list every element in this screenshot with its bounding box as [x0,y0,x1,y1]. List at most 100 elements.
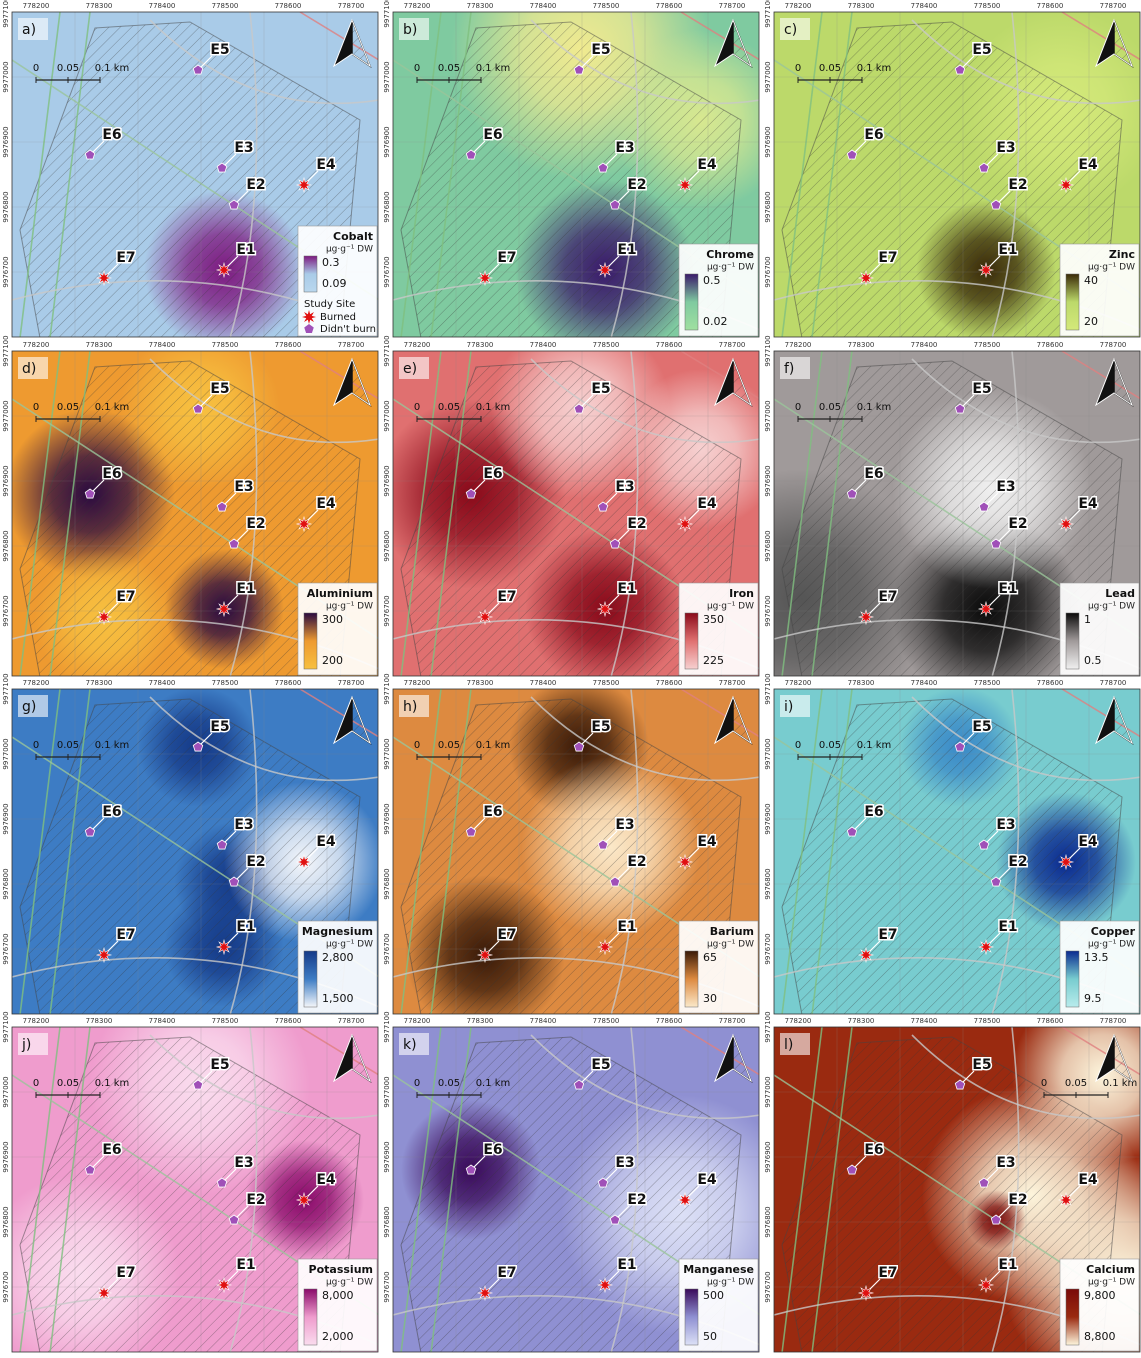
x-tick-label: 778700 [719,679,746,687]
legend-min: 0.09 [322,277,347,290]
y-tick-label: 9976800 [2,868,10,899]
legend-max: 1 [1084,613,1091,626]
panel-letter-box [780,695,810,717]
road [610,689,639,1014]
y-tick-label: 9976700 [764,933,772,964]
study-area-hatch [400,1036,742,1352]
site-label: E5 [591,381,610,397]
scale-label: 0.1 km [476,1078,511,1089]
site-legend-unburned: Didn't burn [320,324,376,335]
legend-unit: µg·g⁻¹ DW [1088,1278,1135,1288]
road [811,12,853,337]
unburned-site-marker [846,826,858,837]
map-panel: 778200 778300 778400 778500 778600 778700 9976… [764,673,1141,1015]
burned-site-marker [977,938,995,956]
road [430,1027,472,1352]
unburned-site-marker [228,538,240,549]
scale-label: 0.1 km [95,1078,130,1089]
site-label: E3 [996,140,1015,156]
scale-label: 0.1 km [95,740,130,751]
x-tick-label: 778600 [1037,679,1064,687]
site-label: E5 [972,42,991,58]
site-label: E6 [102,127,121,143]
study-area-hatch [19,698,361,1014]
legend-unit: µg·g⁻¹ DW [707,602,754,612]
x-tick-label: 778200 [404,341,431,349]
map-panel: 778200 778300 778400 778500 778600 778700 9976… [2,673,379,1015]
legend-max: 13.5 [1084,951,1109,964]
site-label: E6 [102,466,121,482]
map-panel: 778200 778300 778400 778500 778600 778700 9976… [764,335,1141,677]
panel-letter: f) [784,361,794,377]
y-tick-label: 9976700 [383,256,391,287]
site-label: E4 [697,496,717,512]
road [149,19,378,105]
road [781,351,823,676]
map-panel: 778200 778300 778400 778500 778600 778700 9976… [2,335,379,677]
panel-letter: b) [403,22,417,38]
map-panel: 778200 778300 778400 778500 778600 778700 9976… [383,335,760,677]
burned-site-marker [596,1276,614,1294]
unburned-site-marker [978,501,990,512]
y-tick-label: 9977000 [2,61,10,92]
scale-label: 0 [795,740,801,751]
unburned-site-marker [228,876,240,887]
site-label: E1 [236,242,255,258]
north-arrow-edge [713,18,753,68]
road [781,689,823,1014]
road [610,12,639,337]
legend-max: 40 [1084,274,1098,287]
legend-ramp [684,612,699,670]
road [229,1027,258,1352]
unburned-site-marker [954,741,966,752]
burned-site-marker [215,938,233,956]
site-label: E3 [996,817,1015,833]
y-tick-label: 9976800 [764,530,772,561]
burned-site-marker [215,261,233,279]
y-tick-label: 9977000 [383,1076,391,1107]
site-label: E2 [1008,177,1027,193]
legend-max: 0.5 [703,274,721,287]
north-arrow-edge [713,1033,753,1083]
x-tick-label: 778500 [974,1017,1001,1025]
site-label: E4 [1078,157,1098,173]
burned-site-marker [1057,515,1075,533]
unburned-site-marker [192,741,204,752]
unburned-site-marker [990,1214,1002,1225]
map-frame [773,350,1141,677]
scale-label: 0.1 km [857,740,892,751]
site-label: E7 [116,927,135,943]
site-label: E7 [116,589,135,605]
road [991,351,1020,676]
panel-letter-box [780,357,810,379]
site-label: E6 [102,804,121,820]
legend-title: Barium [710,925,754,938]
y-tick-label: 9976900 [2,126,10,157]
site-legend-burned: Burned [320,312,356,323]
x-tick-label: 778400 [530,1017,557,1025]
burned-site-marker [295,853,313,871]
study-area-hatch [400,698,742,1014]
y-tick-label: 9977000 [764,61,772,92]
y-tick-label: 9976700 [764,595,772,626]
unburned-site-marker [978,839,990,850]
y-tick-label: 9977000 [2,400,10,431]
y-tick-label: 9976700 [2,595,10,626]
panel-letter-box [780,1033,810,1055]
unburned-site-marker [84,149,96,160]
road [149,696,378,782]
site-label: E1 [998,1257,1017,1273]
road [680,12,759,61]
site-label: E2 [246,177,265,193]
road [430,12,472,337]
legend-ramp [1065,273,1080,331]
y-tick-label: 9976900 [764,126,772,157]
x-tick-label: 778300 [467,1017,494,1025]
study-area-hatch [400,21,742,337]
site-label: E7 [878,589,897,605]
x-tick-label: 778700 [719,341,746,349]
panel-letter: e) [403,361,417,377]
legend-title: Magnesium [302,925,373,938]
x-tick-label: 778500 [974,2,1001,10]
